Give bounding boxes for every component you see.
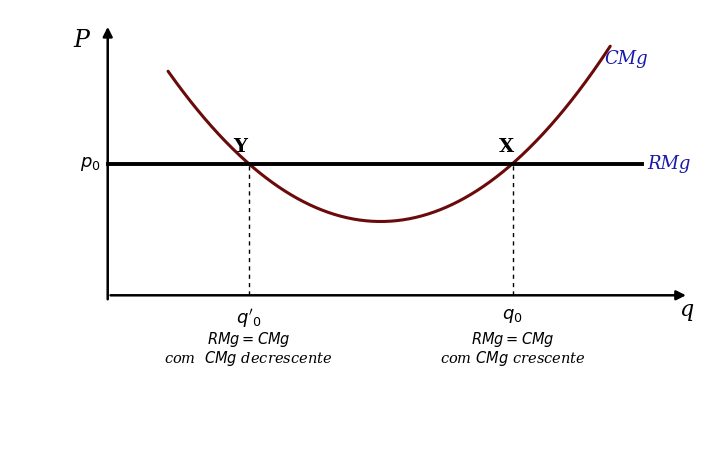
Text: P: P bbox=[73, 29, 89, 52]
Text: $p_0$: $p_0$ bbox=[80, 155, 101, 173]
Text: X: X bbox=[500, 138, 515, 156]
Text: q: q bbox=[679, 299, 693, 321]
Text: com  $CMg$ decrescente: com $CMg$ decrescente bbox=[165, 350, 333, 369]
Text: Y: Y bbox=[233, 138, 246, 156]
Text: $q'_0$: $q'_0$ bbox=[236, 307, 262, 330]
Text: $RMg = CMg$: $RMg = CMg$ bbox=[207, 330, 290, 349]
Text: CMg: CMg bbox=[605, 50, 648, 68]
Text: com $CMg$ crescente: com $CMg$ crescente bbox=[440, 350, 586, 369]
Text: $q_0$: $q_0$ bbox=[502, 307, 523, 325]
Text: $RMg = CMg$: $RMg = CMg$ bbox=[471, 330, 555, 349]
Text: RMg: RMg bbox=[647, 155, 691, 173]
